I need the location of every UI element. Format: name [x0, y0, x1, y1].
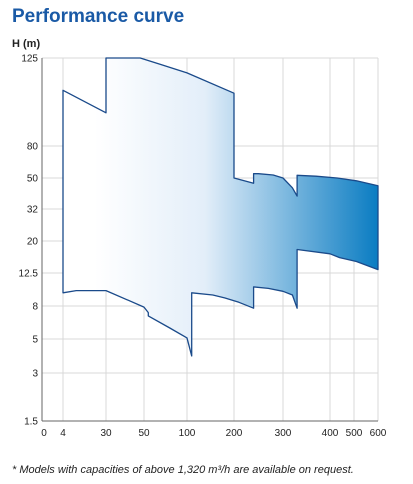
x-tick-label: 0: [41, 428, 47, 439]
x-tick-label: 4: [60, 428, 66, 439]
x-tick-label: 30: [100, 428, 112, 439]
y-tick-label: 5: [32, 335, 38, 346]
x-tick-labels: 0 4 30 50 100 200 300 400 500 600: [41, 428, 387, 439]
x-tick-label: 300: [275, 428, 292, 439]
footnote: * Models with capacities of above 1,320 …: [12, 464, 354, 476]
x-tick-label: 600: [370, 428, 387, 439]
y-tick-label: 20: [27, 237, 39, 248]
performance-envelope: [62, 57, 379, 357]
x-tick-label: 50: [138, 428, 150, 439]
y-axis-label: H (m): [12, 38, 40, 50]
y-tick-labels: 1.5 3 5 8 12.5 20 32 50 80 125: [19, 54, 39, 428]
y-tick-label: 50: [27, 174, 39, 185]
y-tick-label: 8: [32, 302, 38, 313]
y-tick-label: 32: [27, 205, 39, 216]
y-tick-label: 125: [21, 54, 38, 65]
x-tick-label: 100: [179, 428, 196, 439]
y-tick-label: 80: [27, 142, 39, 153]
axes: [41, 58, 378, 422]
y-tick-label: 12.5: [19, 269, 39, 280]
chart-title: Performance curve: [12, 6, 185, 27]
x-tick-label: 200: [226, 428, 243, 439]
x-tick-label: 500: [346, 428, 363, 439]
x-tick-label: 400: [322, 428, 339, 439]
y-tick-label: 3: [32, 369, 38, 380]
performance-area: [62, 57, 379, 357]
y-tick-label: 1.5: [24, 417, 38, 428]
